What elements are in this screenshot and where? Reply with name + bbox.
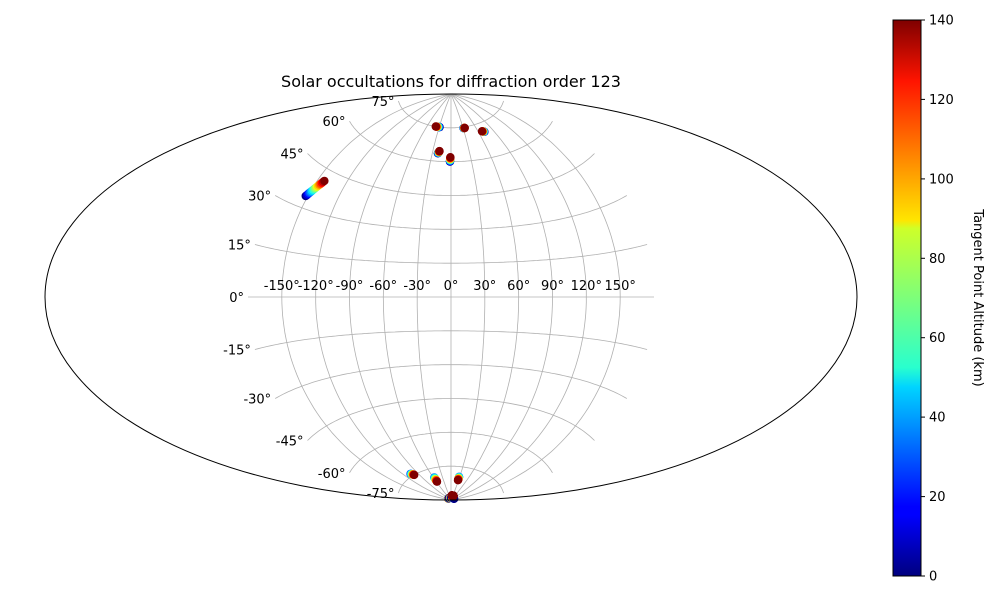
occultation-point <box>446 153 455 162</box>
occultation-point <box>449 491 458 500</box>
lon-tick-label: -150° <box>264 279 300 294</box>
lon-tick-label: 60° <box>507 279 530 294</box>
longitude-tick-labels: -150°-120° -90° -60° -30° 0° 30° 60° 90° 120° 150… <box>264 279 636 294</box>
lat-tick-label: 0° <box>229 291 244 306</box>
colorbar-tick-label: 120 <box>929 93 954 108</box>
parallel-line <box>275 195 627 230</box>
parallel-line <box>349 431 553 474</box>
lon-tick-label: -30° <box>403 279 431 294</box>
occultation-point <box>460 123 469 133</box>
occultation-point <box>410 470 419 480</box>
lat-tick-label: -30° <box>243 393 271 408</box>
lat-tick-label: -75° <box>367 487 395 502</box>
map-boundary <box>44 93 858 501</box>
colorbar-tick-label: 100 <box>929 172 954 187</box>
graticule <box>248 93 654 501</box>
chart-title: Solar occultations for diffraction order… <box>281 72 621 91</box>
lat-tick-label: -45° <box>276 435 304 450</box>
lon-tick-label: 0° <box>444 279 459 294</box>
lon-tick-label: -60° <box>369 279 397 294</box>
colorbar-tick-label: 0 <box>929 570 937 585</box>
occultation-point <box>477 127 487 136</box>
parallel-line <box>398 465 504 494</box>
parallel-line <box>254 244 648 264</box>
lat-tick-label: 45° <box>280 148 303 163</box>
occultation-point <box>431 122 440 131</box>
lon-tick-label: 90° <box>541 279 564 294</box>
occultation-point <box>432 477 442 486</box>
latitude-tick-labels: 75° 60° 45° 30° 15° 0° -15° -30° -45° -60° -75° <box>223 95 394 502</box>
colorbar: 0 20 40 60 80 100 120 140 Tangent Point Altitud… <box>892 14 985 585</box>
colorbar-gradient <box>892 19 922 577</box>
lon-tick-label: -90° <box>336 279 364 294</box>
occultation-point <box>320 176 329 186</box>
lat-tick-label: 15° <box>228 239 251 254</box>
colorbar-tick-label: 140 <box>929 14 954 29</box>
colorbar-tick-label: 20 <box>929 490 946 505</box>
lon-tick-label: 120° <box>571 279 602 294</box>
colorbar-ticks: 0 20 40 60 80 100 120 140 <box>921 14 954 585</box>
occultation-point <box>435 146 444 156</box>
colorbar-tick-label: 40 <box>929 411 946 426</box>
lon-tick-label: -120° <box>298 279 334 294</box>
lon-tick-label: 30° <box>473 279 496 294</box>
colorbar-label: Tangent Point Altitude (km) <box>970 208 985 386</box>
parallel-line <box>307 398 595 441</box>
colorbar-tick-label: 80 <box>929 252 946 267</box>
lat-tick-label: -60° <box>318 467 346 482</box>
parallel-line <box>275 364 627 399</box>
parallel-line <box>254 330 648 350</box>
occultation-point <box>453 476 463 485</box>
lat-tick-label: 75° <box>371 95 394 110</box>
parallel-line <box>398 100 504 129</box>
lat-tick-label: 60° <box>322 115 345 130</box>
lon-tick-label: 150° <box>605 279 636 294</box>
parallel-line <box>307 153 595 196</box>
colorbar-tick-label: 60 <box>929 331 946 346</box>
lat-tick-label: -15° <box>223 344 251 359</box>
lat-tick-label: 30° <box>248 190 271 205</box>
